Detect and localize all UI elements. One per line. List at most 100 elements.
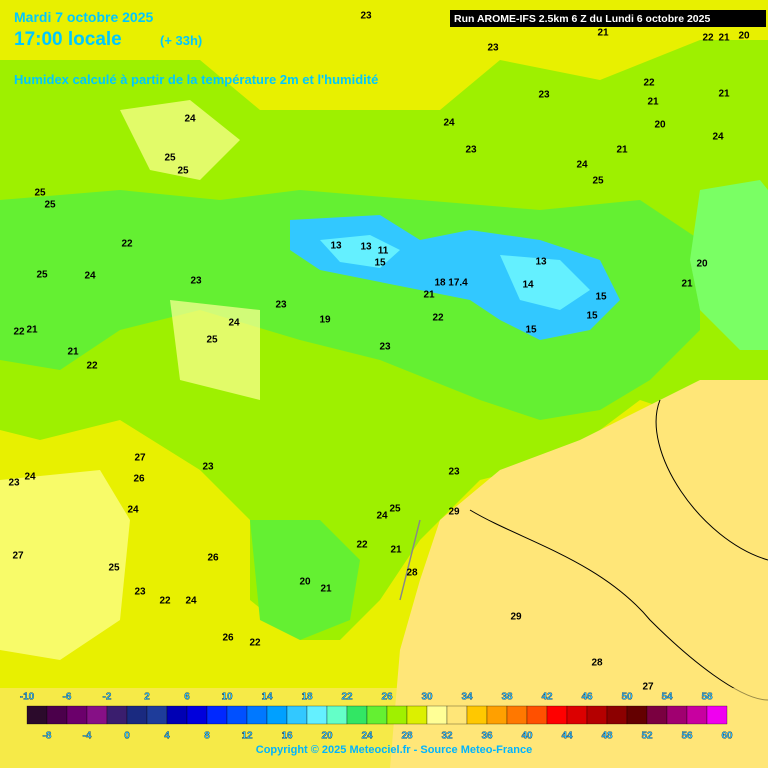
colorbar-label: -4	[83, 731, 92, 742]
contour-label: 24	[127, 505, 139, 516]
colorbar-swatch	[306, 705, 328, 725]
colorbar-swatch	[46, 705, 68, 725]
colorbar-swatch	[206, 705, 228, 725]
colorbar-swatch	[26, 705, 48, 725]
colorbar-label: 48	[601, 731, 613, 742]
subtitle: Humidex calculé à partir de la températu…	[14, 72, 378, 87]
contour-label: 15	[525, 325, 537, 336]
contour-label: 24	[84, 271, 96, 282]
contour-label: 22	[121, 239, 133, 250]
colorbar-label: 6	[184, 692, 190, 703]
contour-label: 29	[510, 612, 522, 623]
colorbar-label: 18	[301, 692, 313, 703]
contour-label: 15	[595, 292, 607, 303]
colorbar-swatch	[286, 705, 308, 725]
contour-label: 21	[26, 325, 38, 336]
colorbar-label: 22	[341, 692, 353, 703]
contour-label: 22	[159, 596, 171, 607]
colorbar-label: 26	[381, 692, 393, 703]
colorbar-swatch	[646, 705, 668, 725]
colorbar-swatch	[426, 705, 448, 725]
colorbar-label: 40	[521, 731, 533, 742]
contour-label: 22	[356, 540, 368, 551]
colorbar-label: 8	[204, 731, 210, 742]
contour-label: 24	[185, 596, 197, 607]
contour-label: 21	[597, 28, 609, 39]
colorbar-swatch	[546, 705, 568, 725]
contour-label: 21	[390, 545, 402, 556]
contour-label: 25	[592, 176, 604, 187]
contour-label: 25	[108, 563, 120, 574]
colorbar-swatch	[366, 705, 388, 725]
contour-label: 18	[434, 278, 446, 289]
colorbar-swatch	[446, 705, 468, 725]
contour-label: 22	[86, 361, 98, 372]
contour-label: 23	[360, 11, 372, 22]
zone-sea	[390, 380, 768, 768]
contour-label: 21	[423, 290, 435, 301]
colorbar-label: -2	[103, 692, 112, 703]
colorbar-swatch	[586, 705, 608, 725]
colorbar-label: 16	[281, 731, 293, 742]
contour-label: 24	[184, 114, 196, 125]
contour-label: 23	[275, 300, 287, 311]
colorbar-label: -10	[20, 692, 35, 703]
contour-label: 28	[591, 658, 603, 669]
contour-label: 22	[702, 33, 714, 44]
zone-green-south	[250, 520, 360, 640]
contour-label: 15	[586, 311, 598, 322]
contour-label: 25	[177, 166, 189, 177]
colorbar-label: 32	[441, 731, 453, 742]
colorbar-swatch	[626, 705, 648, 725]
colorbar-swatch	[566, 705, 588, 725]
contour-label: 26	[207, 553, 219, 564]
colorbar-swatch	[146, 705, 168, 725]
colorbar-swatch	[266, 705, 288, 725]
contour-label: 27	[134, 453, 146, 464]
run-box	[450, 10, 766, 27]
contour-label: 23	[448, 467, 460, 478]
colorbar-label: 36	[481, 731, 493, 742]
contour-label: 15	[374, 258, 386, 269]
contour-label: 21	[718, 33, 730, 44]
contour-label: 23	[538, 90, 550, 101]
colorbar-swatch	[666, 705, 688, 725]
colorbar-label: 30	[421, 692, 433, 703]
contour-label: 25	[34, 188, 46, 199]
colorbar-swatch	[406, 705, 428, 725]
contour-label: 22	[249, 638, 261, 649]
colorbar-swatch	[386, 705, 408, 725]
colorbar-swatch	[126, 705, 148, 725]
contour-label: 23	[487, 43, 499, 54]
contour-label: 27	[12, 551, 24, 562]
contour-label: 13	[360, 242, 372, 253]
contour-label: 24	[443, 118, 455, 129]
colorbar-label: 24	[361, 731, 373, 742]
contour-label: 25	[389, 504, 401, 515]
colorbar-swatch	[526, 705, 548, 725]
colorbar-label: -8	[43, 731, 52, 742]
colorbar-label: 2	[144, 692, 150, 703]
contour	[655, 399, 768, 561]
contour-label: 24	[712, 132, 724, 143]
colorbar-label: 10	[221, 692, 233, 703]
contour-label: 14	[522, 280, 534, 291]
colorbar-label: -6	[63, 692, 72, 703]
contour-label: 24	[228, 318, 240, 329]
colorbar-label: 0	[124, 731, 130, 742]
contour-label: 24	[24, 472, 36, 483]
colorbar-swatch	[86, 705, 108, 725]
contour-label: 22	[13, 327, 25, 338]
contour-label: 21	[616, 145, 628, 156]
contour-label: 29	[448, 507, 460, 518]
legend-backdrop	[0, 688, 768, 768]
colorbar-label: 38	[501, 692, 513, 703]
offset: (+ 33h)	[160, 33, 202, 48]
colorbar-label: 44	[561, 731, 573, 742]
contour-label: 13	[330, 241, 342, 252]
copyright: Copyright © 2025 Meteociel.fr - Source M…	[256, 744, 532, 756]
contour-label: 23	[202, 462, 214, 473]
colorbar-swatch	[346, 705, 368, 725]
contour-label: 28	[406, 568, 418, 579]
